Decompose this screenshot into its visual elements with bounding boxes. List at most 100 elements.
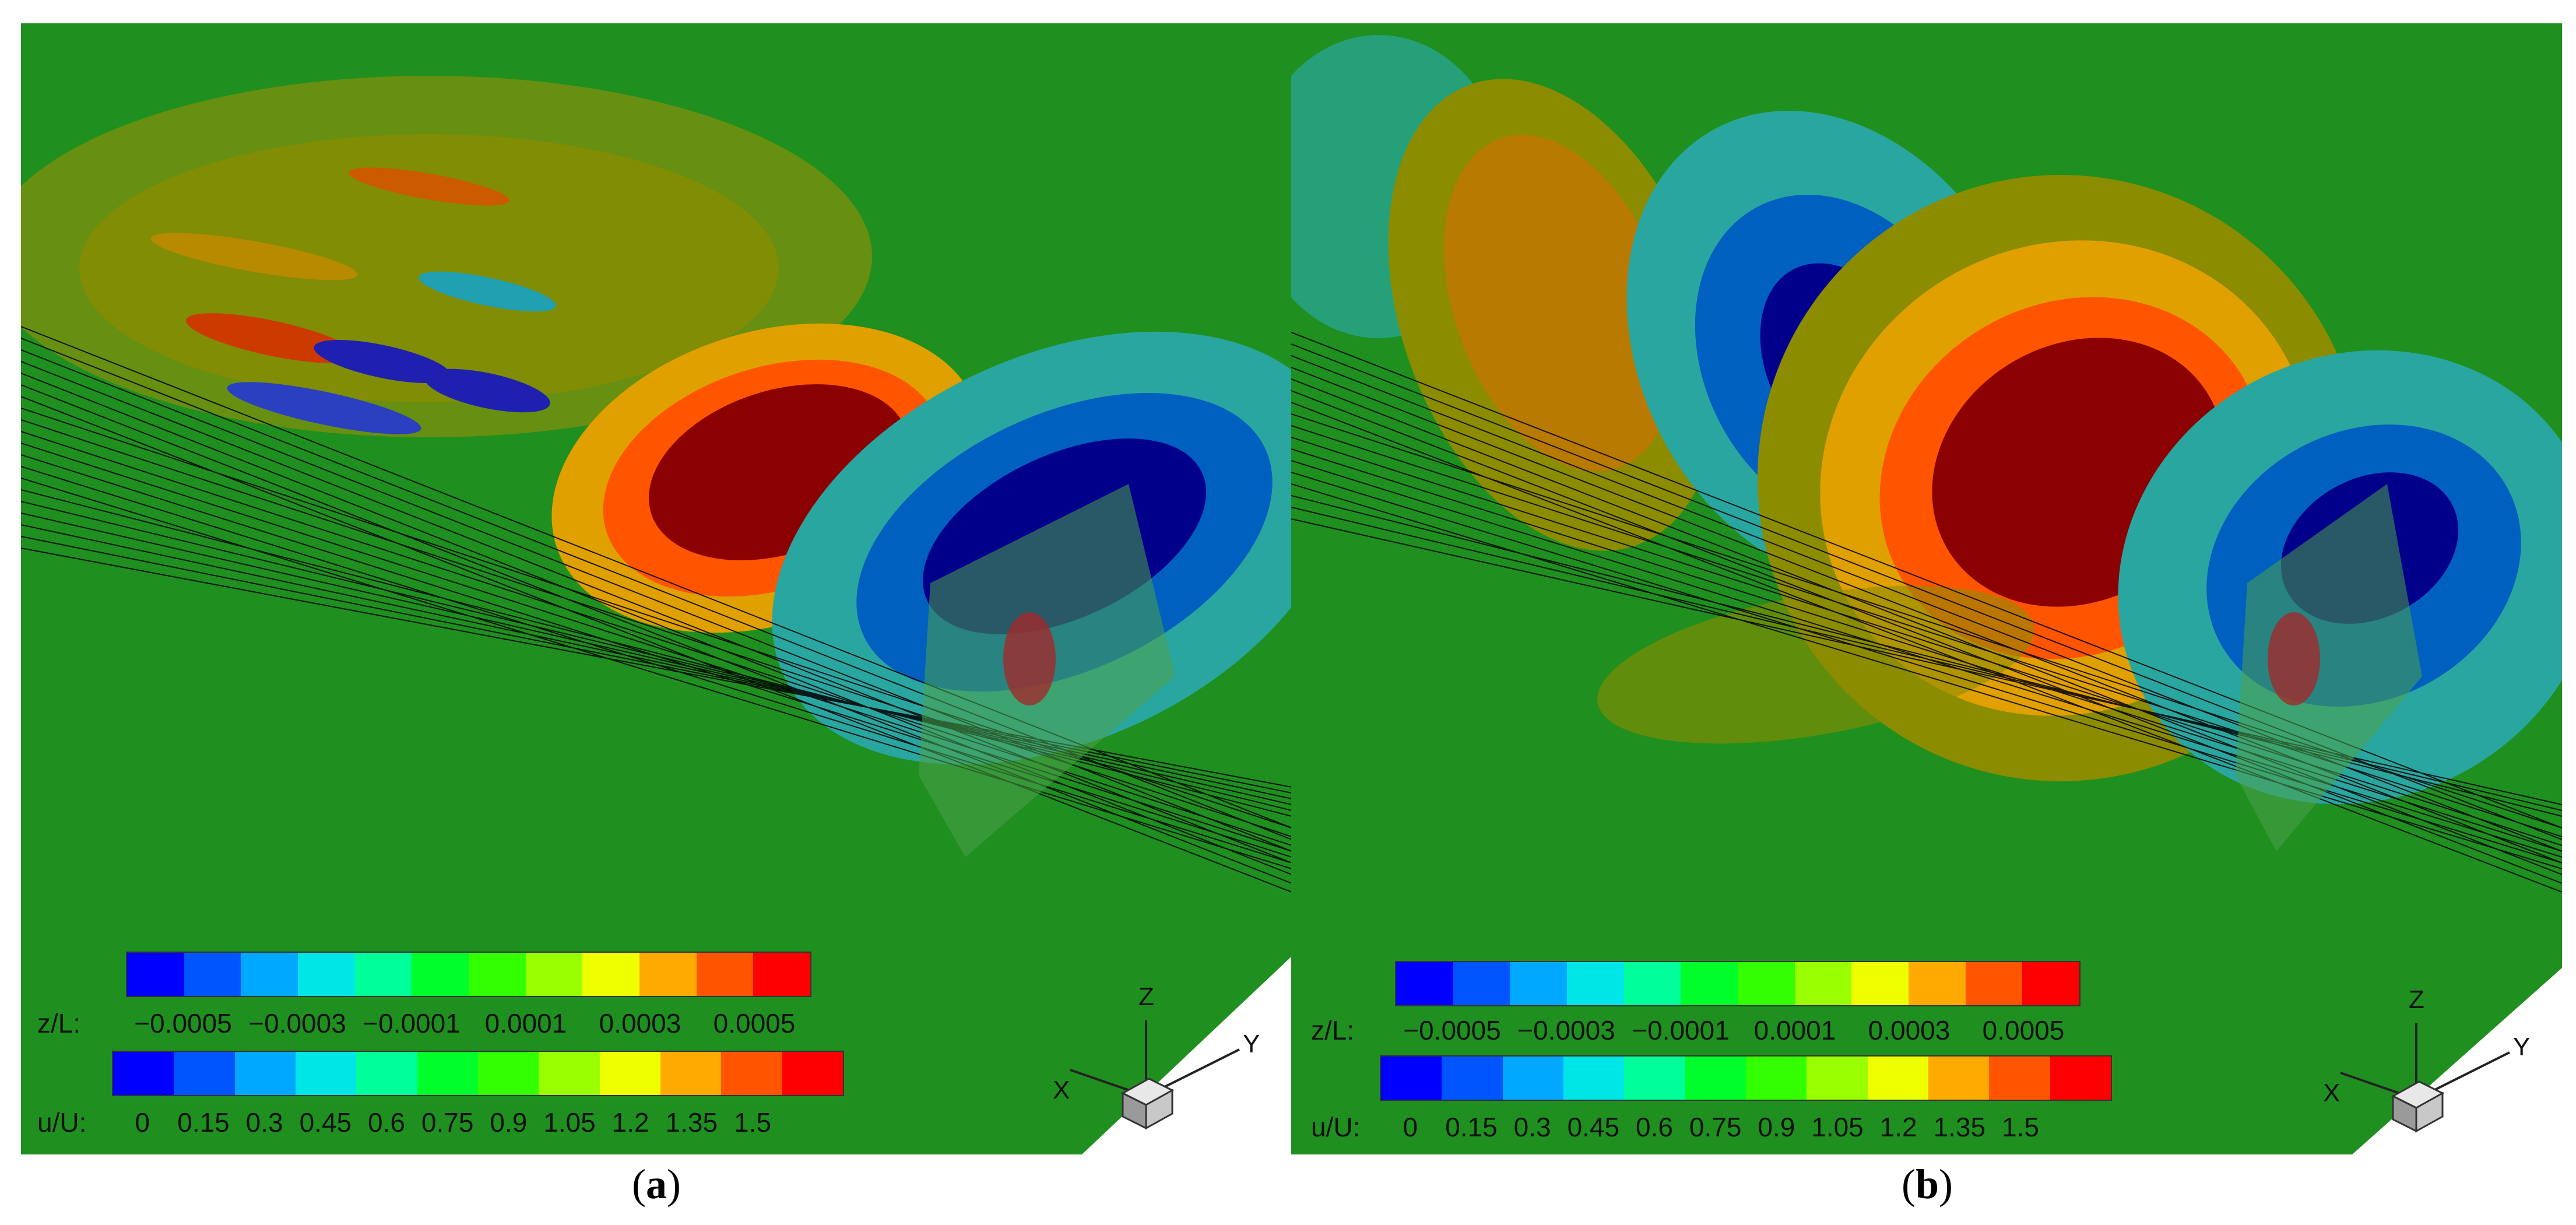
colorbar-u-cell <box>417 1052 478 1095</box>
colorbar-z-cell <box>1510 962 1568 1005</box>
colorbar-u-cell <box>1745 1056 1807 1100</box>
colorbar-u-cell <box>174 1052 235 1095</box>
colorbar-z-tick: −0.0001 <box>1632 1015 1730 1045</box>
colorbar-z-tick: −0.0003 <box>1517 1015 1615 1045</box>
colorbar-u-cell <box>1685 1056 1746 1100</box>
colorbar-u-cell <box>234 1052 296 1095</box>
axis-triad <box>2340 1023 2510 1133</box>
colorbar-u-tick: 1.05 <box>543 1107 596 1138</box>
colorbar-u-cell <box>599 1052 660 1095</box>
colorbar-z-tick: 0.0001 <box>1753 1015 1836 1045</box>
colorbar-z-tick: 0.0003 <box>1868 1015 1951 1045</box>
colorbar-u-cell <box>477 1052 539 1095</box>
colorbar-u-cell <box>1867 1056 1928 1100</box>
colorbar-z-cell <box>469 953 526 996</box>
panel-b: z/L: −0.0005 −0.0003 −0.0001 0.0001 0.0003 0.… <box>1291 23 2562 1154</box>
colorbar-z-tick: 0.0001 <box>484 1008 567 1038</box>
colorbar-u-cell <box>660 1052 722 1095</box>
colorbar-u-cell <box>721 1052 782 1095</box>
colorbar-z-tick: 0.0005 <box>1982 1015 2065 1045</box>
colorbar-u-tick: 0.45 <box>299 1107 352 1138</box>
colorbar-z-cell <box>696 953 754 996</box>
colorbar-u-tick: 0.9 <box>1758 1112 1795 1142</box>
colorbar-u-tick: 0.3 <box>1513 1112 1551 1142</box>
colorbar-z-tick: 0.0005 <box>713 1008 796 1038</box>
colorbar-z-cell <box>1738 962 1795 1005</box>
colorbar-u-cell <box>1563 1056 1625 1100</box>
colorbar-u-tick: 1.35 <box>1933 1112 1986 1142</box>
colorbar-u-tick: 0.45 <box>1567 1112 1620 1142</box>
colorbar-u-tick: 0.75 <box>1689 1112 1742 1142</box>
colorbar-z-cell <box>241 953 298 996</box>
colorbar-z-cell <box>1681 962 1738 1005</box>
colorbar-z-cell <box>582 953 640 996</box>
colorbar-u-cell <box>113 1052 174 1095</box>
colorbar-u-cell <box>1624 1056 1685 1100</box>
colorbar-u-tick: 1.5 <box>2002 1112 2039 1142</box>
colorbar-u-label: u/U: <box>37 1107 87 1138</box>
colorbar-z-cell <box>1453 962 1510 1005</box>
colorbar-u-tick: 0 <box>1403 1112 1418 1142</box>
axis-x-label: X <box>2323 1079 2340 1107</box>
colorbar-u-cell <box>2050 1056 2111 1100</box>
colorbar-z-cell <box>412 953 469 996</box>
panel-a: z/L: −0.0005 −0.0003 −0.0001 0.0001 0.0003 0.… <box>21 23 1292 1154</box>
colorbar-u-tick: 1.2 <box>612 1107 649 1138</box>
colorbar-u-tick: 0.15 <box>177 1107 230 1138</box>
axis-z-label: Z <box>2409 985 2424 1014</box>
colorbar-z-cell <box>1567 962 1624 1005</box>
axis-y-label: Y <box>1243 1030 1260 1058</box>
axis-z-label: Z <box>1138 982 1154 1011</box>
colorbar-u-label: u/U: <box>1311 1112 1361 1142</box>
colorbar-z-cell <box>1909 962 1966 1005</box>
colorbar-z-tick: −0.0005 <box>134 1008 232 1038</box>
colorbar-u-tick: 1.2 <box>1879 1112 1917 1142</box>
colorbar-u <box>112 1051 844 1096</box>
colorbar-z-cell <box>127 953 184 996</box>
colorbar-u-cell <box>1928 1056 1990 1100</box>
colorbar-z-cell <box>753 953 811 996</box>
colorbar-u-tick: 0.6 <box>368 1107 405 1138</box>
colorbar-z-cell <box>354 953 412 996</box>
colorbar-u-tick: 1.05 <box>1811 1112 1864 1142</box>
colorbar-u-tick: 1.5 <box>734 1107 771 1138</box>
axis-y-label: Y <box>2513 1033 2531 1061</box>
colorbar-z <box>1395 961 2081 1006</box>
colorbar-u-cell <box>782 1052 843 1095</box>
colorbar-z-tick: 0.0003 <box>599 1008 681 1038</box>
colorbar-z-label: z/L: <box>37 1008 81 1038</box>
colorbar-z-cell <box>1794 962 1852 1005</box>
colorbar-u-tick: 0.6 <box>1636 1112 1673 1142</box>
colorbar-u-tick: 0.15 <box>1445 1112 1498 1142</box>
colorbar-u-cell <box>295 1052 357 1095</box>
caption-a-letter: a <box>646 1161 667 1208</box>
colorbar-z-cell <box>639 953 697 996</box>
colorbar-u-tick: 0.9 <box>490 1107 528 1138</box>
colorbar-u-cell <box>1442 1056 1503 1100</box>
colorbar-z-cell <box>525 953 583 996</box>
colorbar-z <box>126 952 811 997</box>
colorbar-z-cell <box>2022 962 2080 1005</box>
colorbar-u-tick: 0.3 <box>245 1107 283 1138</box>
caption-b-letter: b <box>1915 1161 1939 1208</box>
colorbar-z-tick: −0.0005 <box>1403 1015 1501 1045</box>
wave-field-a <box>21 23 1292 1154</box>
colorbar-u-cell <box>1381 1056 1442 1100</box>
colorbar-z-tick: −0.0001 <box>363 1008 461 1038</box>
colorbar-u-cell <box>356 1052 417 1095</box>
axis-triad <box>1070 1020 1240 1130</box>
colorbar-u-tick: 0 <box>135 1107 150 1138</box>
colorbar-u-cell <box>539 1052 600 1095</box>
caption-a: (a) <box>632 1161 681 1208</box>
colorbar-z-cell <box>1623 962 1681 1005</box>
colorbar-u-cell <box>1989 1056 2050 1100</box>
caption-b: (b) <box>1901 1161 1953 1208</box>
colorbar-z-label: z/L: <box>1311 1015 1355 1045</box>
colorbar-z-tick: −0.0003 <box>248 1008 346 1038</box>
colorbar-u-tick: 0.75 <box>421 1107 474 1138</box>
colorbar-u-cell <box>1807 1056 1868 1100</box>
colorbar-u-tick: 1.35 <box>665 1107 718 1138</box>
colorbar-z-cell <box>1851 962 1909 1005</box>
colorbar-u <box>1380 1055 2112 1101</box>
colorbar-z-cell <box>1396 962 1453 1005</box>
